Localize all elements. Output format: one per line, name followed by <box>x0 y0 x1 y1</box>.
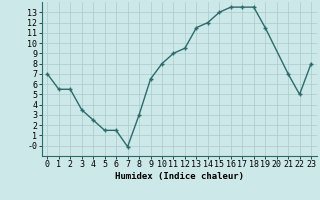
X-axis label: Humidex (Indice chaleur): Humidex (Indice chaleur) <box>115 172 244 181</box>
